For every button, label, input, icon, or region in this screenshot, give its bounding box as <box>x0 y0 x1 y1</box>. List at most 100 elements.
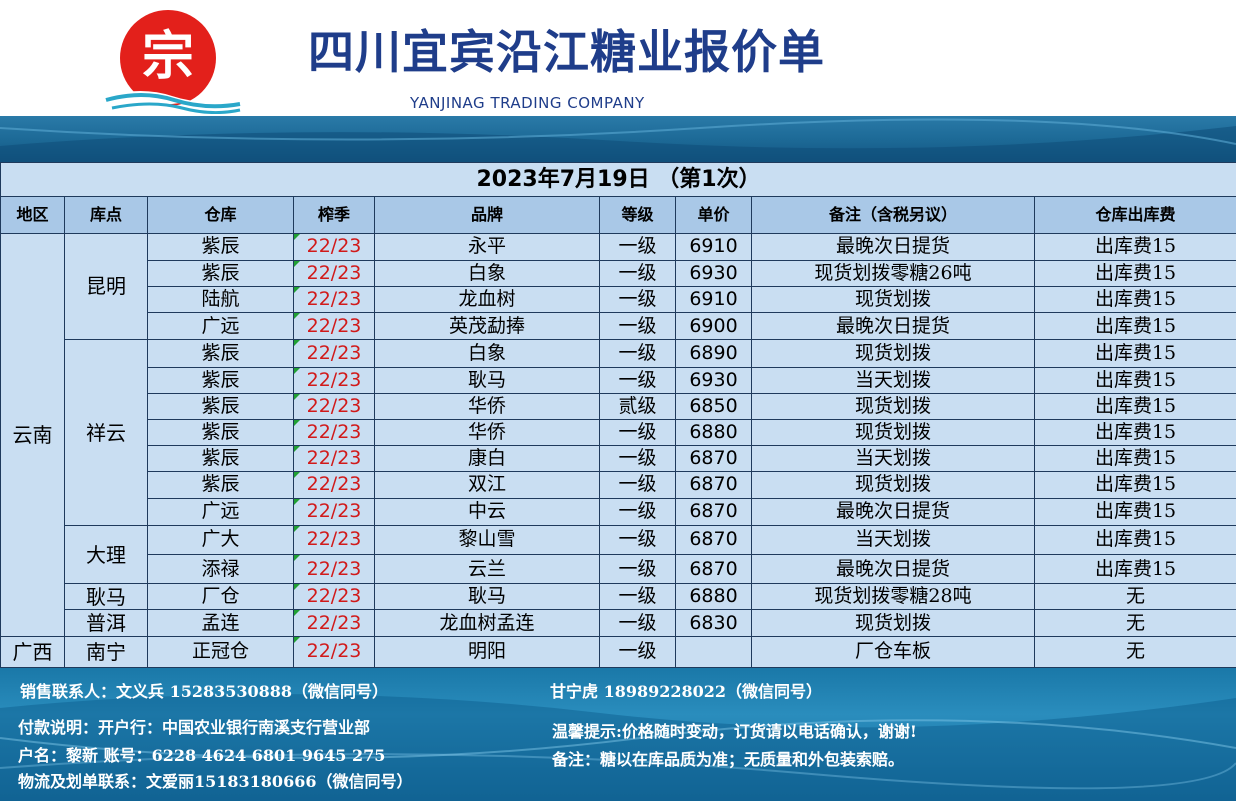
table-row: 紫辰 22/23 华侨 一级 6880 现货划拨 出库费15 <box>1 418 1236 447</box>
page-title: 四川宜宾沿江糖业报价单 <box>308 25 825 79</box>
header: 宗 四川宜宾沿江糖业报价单 YANJINAG TRADING COMPANY <box>0 0 1236 116</box>
season-cell: 22/23 <box>293 418 375 447</box>
season-cell: 22/23 <box>293 232 375 261</box>
fee-cell: 出库费15 <box>1033 392 1236 420</box>
warehouse-cell: 紫辰 <box>147 445 294 473</box>
price-cell: 6880 <box>675 583 752 611</box>
note-cell: 最晚次日提货 <box>751 553 1035 585</box>
table-row: 耿马 厂仓 22/23 耿马 一级 6880 现货划拨零糖28吨无 <box>1 583 1236 611</box>
price-cell: 6910 <box>675 232 752 261</box>
note-cell: 现货划拨 <box>751 285 1035 314</box>
note-cell: 最晚次日提货 <box>751 497 1035 526</box>
brand-cell: 华侨 <box>374 392 600 420</box>
table-row: 紫辰 22/23 双江 一级 6870 现货划拨 出库费15 <box>1 471 1236 499</box>
season-cell: 22/23 <box>293 259 375 287</box>
column-header: 榨季 <box>293 196 375 234</box>
brand-cell: 黎山雪 <box>374 524 600 556</box>
fee-cell: 出库费15 <box>1033 366 1236 394</box>
price-cell: 6870 <box>675 471 752 499</box>
warehouse-cell: 正冠仓 <box>147 635 294 669</box>
note-cell: 现货划拨零糖28吨 <box>751 583 1035 611</box>
grade-cell: 一级 <box>599 418 676 447</box>
brand-cell: 明阳 <box>374 635 600 669</box>
footer-wave-decoration <box>0 694 1236 801</box>
region-cell: 广西 <box>0 635 65 669</box>
svg-text:宗: 宗 <box>142 27 194 87</box>
grade-cell: 一级 <box>599 609 676 637</box>
grade-cell: 一级 <box>599 312 676 341</box>
site-cell: 大理 <box>64 524 148 585</box>
footer: 销售联系人：文义兵 15283530888（微信同号） 甘宁虎 18989228… <box>0 668 1236 801</box>
price-cell <box>675 635 752 669</box>
price-cell: 6910 <box>675 285 752 314</box>
table-row: 紫辰 22/23 华侨 贰级 6850 现货划拨 出库费15 <box>1 392 1236 420</box>
site-cell: 耿马 <box>64 583 148 611</box>
table-row: 陆航 22/23 龙血树 一级 6910 现货划拨 出库费15 <box>1 285 1236 314</box>
grade-cell: 一级 <box>599 553 676 585</box>
fee-cell: 无 <box>1033 635 1236 669</box>
site-cell: 祥云 <box>64 339 148 526</box>
season-cell: 22/23 <box>293 524 375 556</box>
warehouse-cell: 厂仓 <box>147 583 294 611</box>
price-cell: 6850 <box>675 392 752 420</box>
quote-date: 2023年7月19日 （第1次） <box>0 161 1236 198</box>
fee-cell: 出库费15 <box>1033 259 1236 287</box>
price-cell: 6930 <box>675 259 752 287</box>
column-header: 等级 <box>599 196 676 234</box>
fee-cell: 出库费15 <box>1033 524 1236 556</box>
season-cell: 22/23 <box>293 445 375 473</box>
brand-cell: 英茂勐捧 <box>374 312 600 341</box>
banner-wave-decoration <box>0 118 1236 162</box>
grade-cell: 一级 <box>599 635 676 669</box>
warehouse-cell: 紫辰 <box>147 418 294 447</box>
price-tip: 温馨提示:价格随时变动，订货请以电话确认，谢谢! <box>552 722 917 741</box>
warehouse-cell: 紫辰 <box>147 232 294 261</box>
note-cell: 现货划拨 <box>751 471 1035 499</box>
fee-cell: 出库费15 <box>1033 471 1236 499</box>
season-cell: 22/23 <box>293 497 375 526</box>
price-cell: 6870 <box>675 445 752 473</box>
grade-cell: 一级 <box>599 524 676 556</box>
company-subtitle: YANJINAG TRADING COMPANY <box>410 94 645 112</box>
price-cell: 6890 <box>675 339 752 368</box>
note-cell: 现货划拨 <box>751 392 1035 420</box>
column-header: 库点 <box>64 196 148 234</box>
season-cell: 22/23 <box>293 553 375 585</box>
fee-cell: 出库费15 <box>1033 285 1236 314</box>
note-cell: 现货划拨 <box>751 418 1035 447</box>
table-row: 添禄 22/23 云兰 一级 6870 最晚次日提货 出库费15 <box>1 553 1236 585</box>
season-cell: 22/23 <box>293 285 375 314</box>
site-cell: 普洱 <box>64 609 148 637</box>
brand-cell: 中云 <box>374 497 600 526</box>
note-cell: 当天划拨 <box>751 524 1035 556</box>
fee-cell: 出库费15 <box>1033 312 1236 341</box>
note-cell: 现货划拨零糖26吨 <box>751 259 1035 287</box>
season-cell: 22/23 <box>293 366 375 394</box>
note-cell: 现货划拨 <box>751 339 1035 368</box>
column-header: 备注（含税另议） <box>751 196 1035 234</box>
region-cell: 云南 <box>0 232 65 637</box>
brand-cell: 康白 <box>374 445 600 473</box>
column-header: 地区 <box>0 196 65 234</box>
price-cell: 6900 <box>675 312 752 341</box>
grade-cell: 一级 <box>599 445 676 473</box>
season-cell: 22/23 <box>293 392 375 420</box>
price-cell: 6830 <box>675 609 752 637</box>
column-header: 单价 <box>675 196 752 234</box>
note-cell: 最晚次日提货 <box>751 232 1035 261</box>
season-cell: 22/23 <box>293 635 375 669</box>
column-header: 仓库出库费 <box>1033 196 1236 234</box>
remark: 备注：糖以在库品质为准；无质量和外包装索赔。 <box>552 750 905 769</box>
fee-cell: 出库费15 <box>1033 497 1236 526</box>
price-cell: 6930 <box>675 366 752 394</box>
grade-cell: 一级 <box>599 366 676 394</box>
warehouse-cell: 紫辰 <box>147 259 294 287</box>
warehouse-cell: 广远 <box>147 497 294 526</box>
season-cell: 22/23 <box>293 312 375 341</box>
grade-cell: 贰级 <box>599 392 676 420</box>
brand-cell: 永平 <box>374 232 600 261</box>
grade-cell: 一级 <box>599 339 676 368</box>
site-cell: 南宁 <box>64 635 148 669</box>
brand-cell: 龙血树孟连 <box>374 609 600 637</box>
table-row: 紫辰 22/23 白象 一级 6930 现货划拨零糖26吨 出库费15 <box>1 259 1236 287</box>
